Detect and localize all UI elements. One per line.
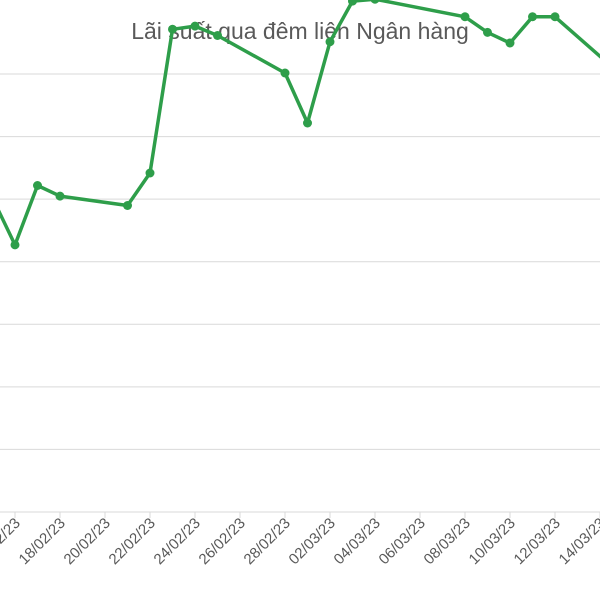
x-tick-label: 02/03/23	[286, 515, 339, 568]
data-point	[528, 12, 537, 22]
data-point	[280, 68, 290, 78]
data-point	[483, 27, 492, 37]
data-point	[370, 0, 380, 4]
x-tick-label: 26/02/23	[196, 515, 249, 568]
data-point	[303, 118, 312, 128]
data-point	[145, 168, 155, 178]
chart-title: Lãi suất qua đêm liên Ngân hàng	[131, 18, 469, 44]
data-point	[348, 0, 357, 6]
x-tick-label: 18/02/23	[16, 515, 69, 568]
x-tick-label: 10/03/23	[466, 515, 519, 568]
data-point	[168, 24, 177, 34]
x-tick-label: 28/02/23	[241, 515, 294, 568]
data-point	[33, 181, 42, 190]
x-tick-label: 06/03/23	[376, 515, 429, 568]
data-point	[123, 201, 132, 210]
x-tick-label: 12/03/23	[511, 515, 564, 568]
x-tick-label: 14/03/23	[556, 515, 600, 568]
x-tick-label: 22/02/23	[106, 515, 159, 568]
data-point	[505, 38, 515, 48]
data-point	[550, 12, 560, 22]
data-point	[55, 191, 65, 201]
data-point	[460, 12, 470, 22]
data-point	[213, 31, 222, 40]
x-tick-label: 08/03/23	[421, 515, 474, 568]
data-point	[190, 21, 200, 31]
data-point	[325, 37, 335, 47]
x-tick-label: 24/02/23	[151, 515, 204, 568]
series-line	[0, 0, 600, 247]
data-point	[10, 240, 20, 250]
x-tick-label: 20/02/23	[61, 515, 114, 568]
x-tick-label: 04/03/23	[331, 515, 384, 568]
